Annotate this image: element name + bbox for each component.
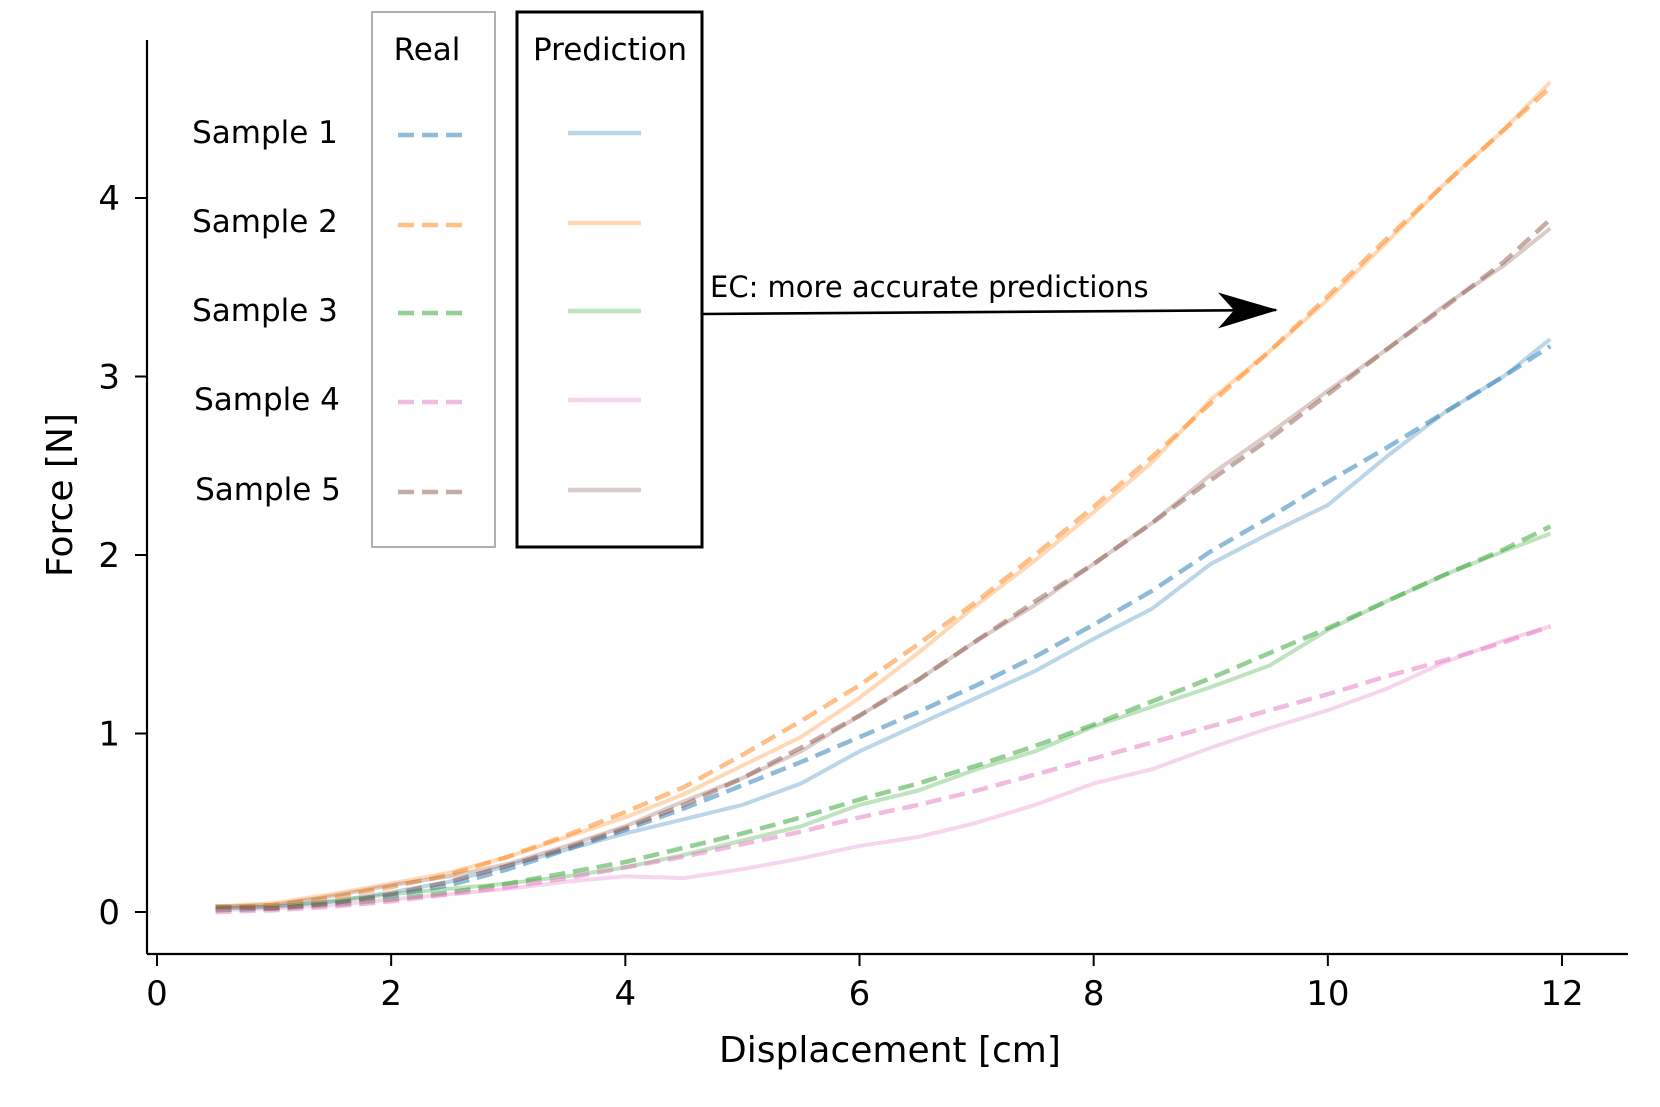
- legend-prediction-box: [515, 10, 704, 549]
- x-ticks: 0 2 4 6 8 10 12: [146, 954, 1584, 1014]
- annotation-arrow: [701, 292, 1278, 329]
- x-tick-label: 0: [146, 974, 168, 1014]
- real-line-sample-3: [215, 524, 1552, 913]
- legend-label-sample-5: Sample 5: [195, 472, 341, 508]
- y-ticks: 0 1 2 3 4: [98, 179, 147, 933]
- legend-label-sample-4: Sample 4: [194, 382, 340, 418]
- y-tick-label: 0: [98, 893, 120, 933]
- series-layer: [215, 80, 1552, 915]
- prediction-line-sample-3: [215, 531, 1552, 911]
- x-tick-label: 10: [1306, 974, 1349, 1014]
- annotation-text: EC: more accurate predictions: [710, 270, 1149, 304]
- legend-prediction-header: Prediction: [533, 32, 687, 68]
- x-axis-label: Displacement [cm]: [719, 1030, 1061, 1071]
- x-tick-label: 6: [849, 974, 871, 1014]
- legend-real-box: [371, 11, 496, 548]
- legend-label-sample-3: Sample 3: [192, 293, 338, 329]
- real-line-sample-1: [215, 344, 1552, 913]
- legend-real-header: Real: [394, 32, 461, 68]
- x-tick-label: 2: [380, 974, 402, 1014]
- y-axis-label: Force [N]: [40, 413, 81, 577]
- y-tick-label: 1: [98, 715, 120, 755]
- real-line-sample-5: [215, 217, 1552, 911]
- legend-label-sample-1: Sample 1: [192, 115, 338, 151]
- legend-label-sample-2: Sample 2: [192, 204, 338, 240]
- y-tick-label: 3: [98, 358, 120, 398]
- legend-swatches: [398, 130, 641, 495]
- prediction-line-sample-5: [215, 226, 1552, 909]
- x-tick-label: 4: [615, 974, 637, 1014]
- y-tick-label: 4: [98, 179, 120, 219]
- x-tick-label: 8: [1083, 974, 1105, 1014]
- real-line-sample-2: [215, 85, 1552, 911]
- prediction-line-sample-4: [215, 624, 1551, 913]
- real-line-sample-4: [215, 624, 1552, 915]
- y-tick-label: 2: [98, 536, 120, 576]
- x-tick-label: 12: [1540, 974, 1583, 1014]
